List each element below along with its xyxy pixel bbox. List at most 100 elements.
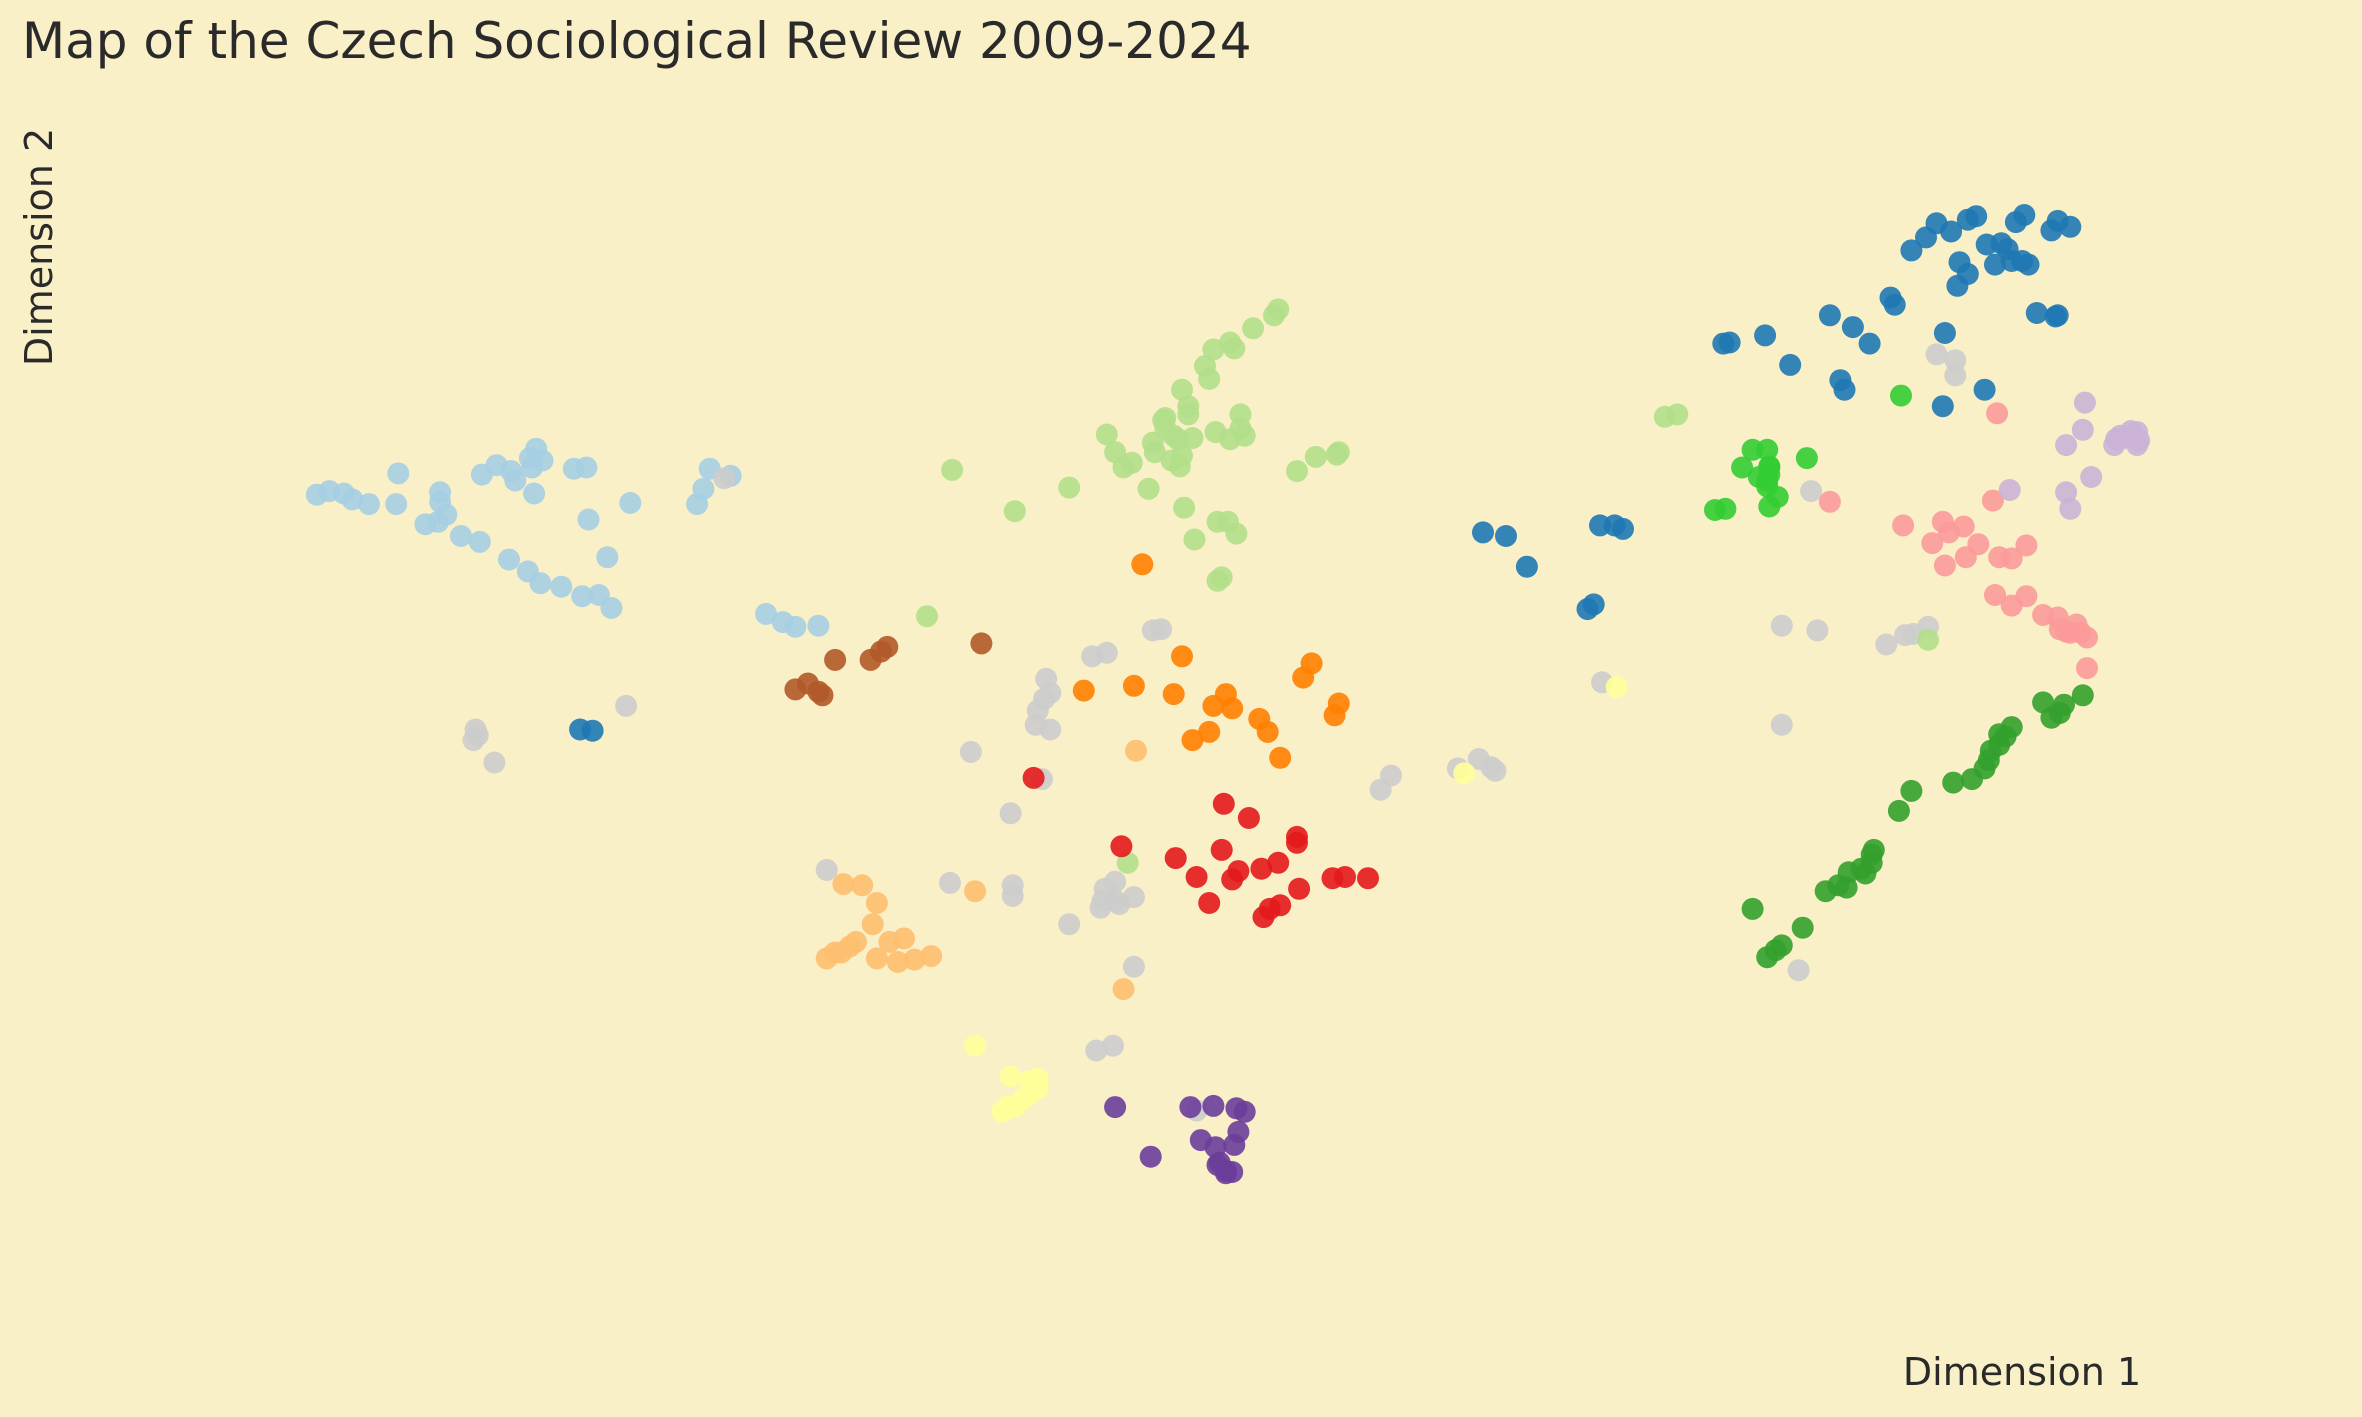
series-6: [784, 632, 993, 707]
data-point: [1214, 1159, 1237, 1182]
data-point: [824, 648, 847, 671]
data-point: [523, 482, 546, 505]
data-point: [1758, 463, 1781, 486]
data-point: [2017, 253, 2040, 276]
data-point: [1917, 628, 1940, 651]
series-2: [569, 204, 2082, 742]
data-point: [1787, 959, 1810, 982]
data-point: [1779, 353, 1802, 376]
data-point: [468, 530, 491, 553]
data-point: [1150, 618, 1173, 641]
data-point: [1921, 532, 1944, 555]
data-point: [1495, 525, 1517, 547]
series-0: [305, 437, 830, 638]
data-point: [1112, 978, 1135, 1001]
data-point: [450, 525, 472, 547]
data-point: [483, 751, 506, 774]
data-point: [1171, 378, 1193, 401]
data-point: [1227, 1120, 1250, 1143]
data-point: [1267, 851, 1290, 874]
data-point: [964, 1034, 987, 1057]
data-point: [1181, 729, 1204, 752]
data-point: [429, 481, 452, 504]
data-point: [2059, 497, 2082, 520]
data-point: [504, 469, 527, 492]
data-point: [1198, 720, 1221, 743]
data-point: [815, 858, 838, 881]
data-point: [1956, 208, 1979, 231]
data-point: [1334, 866, 1356, 888]
data-point: [2046, 304, 2069, 327]
data-point: [1095, 423, 1118, 446]
x-axis-label: Dimension 1: [1903, 1350, 2141, 1394]
data-point: [596, 546, 619, 569]
data-point: [1484, 759, 1507, 782]
data-point: [1233, 1100, 1256, 1123]
data-point: [1754, 324, 1777, 347]
data-point: [1122, 886, 1145, 909]
data-point: [1104, 1096, 1127, 1119]
data-point: [1892, 514, 1915, 537]
data-point: [1770, 934, 1793, 957]
data-point: [1766, 486, 1789, 508]
data-point: [1981, 489, 2004, 512]
data-point: [1770, 713, 1793, 736]
series-8: [964, 676, 1628, 1123]
data-point: [1171, 645, 1193, 668]
data-point: [861, 913, 884, 936]
data-point: [1058, 913, 1081, 936]
data-point: [964, 880, 987, 903]
data-point: [1883, 293, 1906, 316]
data-point: [385, 493, 408, 516]
data-point: [1185, 866, 1208, 888]
data-point: [1718, 331, 1741, 354]
data-point: [865, 892, 888, 914]
data-point: [1202, 1094, 1225, 1117]
data-point: [2015, 534, 2038, 557]
data-point: [1515, 555, 1538, 578]
data-point: [1612, 517, 1634, 540]
data-point: [1862, 838, 1885, 861]
data-point: [876, 635, 899, 658]
data-point: [1357, 867, 1379, 890]
data-point: [600, 597, 623, 619]
data-point: [358, 493, 380, 516]
data-point: [2055, 481, 2078, 504]
data-point: [1887, 799, 1910, 822]
data-point: [1154, 407, 1177, 429]
data-point: [387, 462, 410, 485]
data-point: [1179, 1096, 1202, 1119]
data-point: [2000, 716, 2023, 739]
data-point: [1380, 764, 1402, 787]
data-point: [1212, 792, 1235, 815]
data-point: [1944, 349, 1967, 372]
data-point: [920, 945, 943, 968]
data-point: [755, 602, 778, 625]
data-point: [1225, 522, 1248, 545]
data-point: [575, 456, 598, 479]
data-point: [1605, 676, 1628, 698]
data-point: [1139, 1145, 1162, 1168]
data-point: [1122, 955, 1145, 978]
data-point: [1841, 316, 1864, 339]
data-point: [1039, 718, 1062, 741]
data-point: [529, 572, 552, 595]
data-point: [1122, 674, 1145, 697]
data-point: [1267, 298, 1290, 321]
series-13: [1998, 391, 2151, 520]
data-point: [1875, 633, 1898, 656]
series-4: [815, 739, 1147, 1001]
data-point: [2015, 585, 2038, 608]
data-point: [435, 503, 458, 526]
data-point: [1925, 343, 1948, 366]
data-point: [1984, 253, 2006, 276]
data-point: [1894, 624, 1917, 647]
data-point: [1250, 857, 1273, 880]
data-point: [886, 951, 909, 973]
data-point: [2126, 434, 2149, 457]
series-7: [1022, 766, 1379, 929]
data-point: [1116, 851, 1139, 874]
data-point: [1731, 456, 1754, 479]
data-point: [550, 575, 573, 598]
